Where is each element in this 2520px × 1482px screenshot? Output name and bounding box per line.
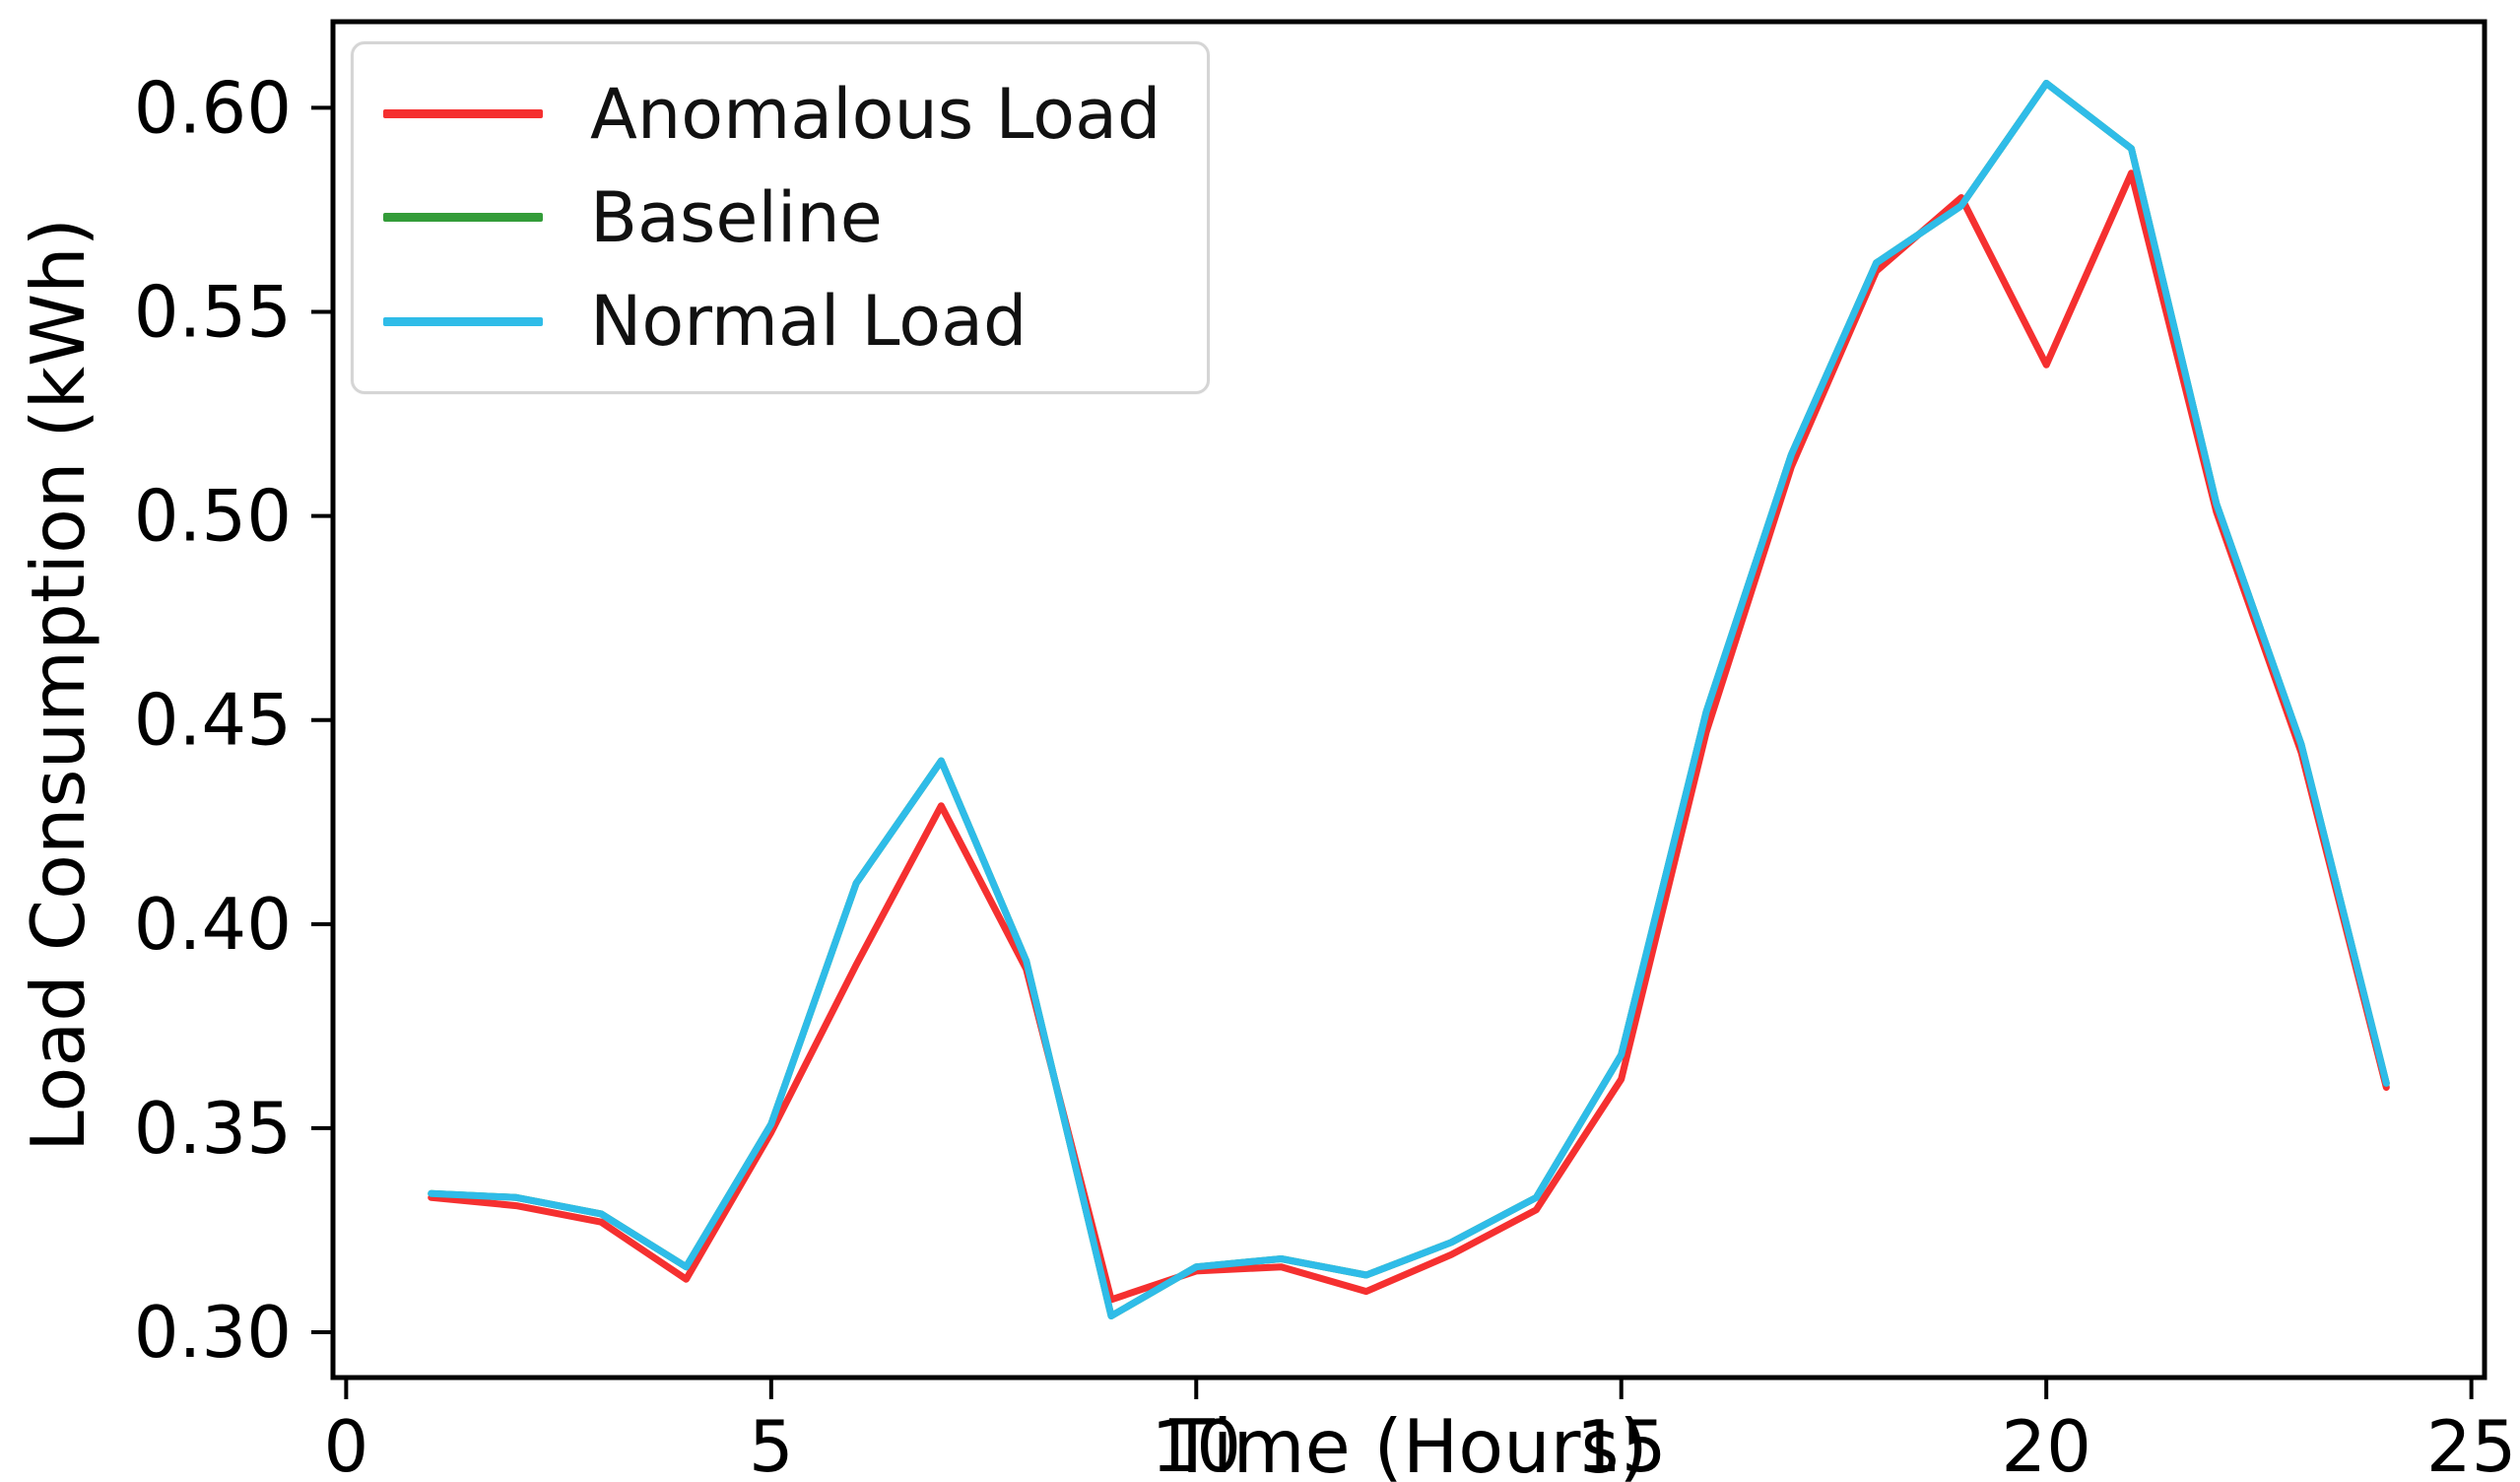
legend-label: Anomalous Load [590, 73, 1161, 155]
y-tick-label: 0.55 [134, 271, 292, 354]
legend-label: Normal Load [590, 281, 1028, 363]
axes-spines [330, 19, 2487, 1381]
y-tick-label: 0.35 [134, 1087, 292, 1170]
x-axis-ticks: 0 5 10 15 20 25 [323, 1378, 2516, 1482]
legend-item-normal-load: Normal Load [383, 274, 1177, 369]
x-axis-label: Time (Hours) [1169, 1403, 1648, 1482]
series-lines [428, 80, 2390, 1319]
y-tick-label: 0.45 [134, 679, 292, 762]
x-tick-label: 0 [323, 1405, 368, 1482]
legend-label: Baseline [590, 176, 883, 258]
y-axis-ticks: 0.30 0.35 0.40 0.45 0.50 0.55 0.60 [134, 66, 333, 1374]
y-tick-label: 0.30 [134, 1291, 292, 1374]
series-line-normal-load [428, 80, 2390, 1319]
legend: Anomalous Load Baseline Normal Load [351, 41, 1210, 394]
x-tick-label: 10 [1151, 1405, 1241, 1482]
legend-swatch-baseline [383, 213, 543, 223]
legend-item-baseline: Baseline [383, 170, 1177, 265]
legend-swatch-anomalous-load [383, 109, 543, 119]
x-tick-label: 15 [1576, 1405, 1667, 1482]
x-tick-label: 20 [2001, 1405, 2091, 1482]
y-axis-label: Load Consumption (kWh) [15, 218, 101, 1152]
y-tick-label: 0.60 [134, 66, 292, 149]
x-tick-label: 5 [749, 1405, 794, 1482]
x-tick-label: 25 [2426, 1405, 2517, 1482]
y-tick-label: 0.50 [134, 475, 292, 558]
series-line-anomalous-load [428, 169, 2390, 1304]
y-tick-label: 0.40 [134, 883, 292, 966]
legend-item-anomalous-load: Anomalous Load [383, 67, 1177, 162]
legend-swatch-normal-load [383, 316, 543, 326]
